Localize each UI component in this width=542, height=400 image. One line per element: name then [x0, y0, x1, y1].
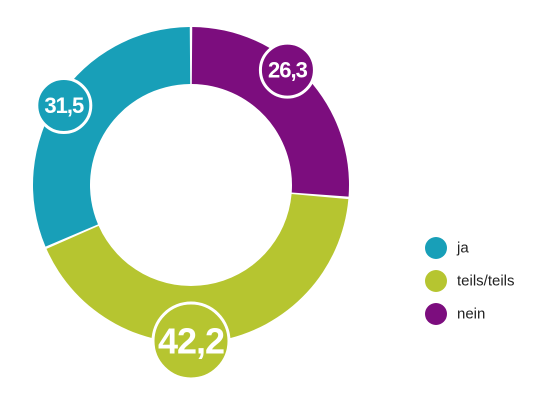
data-label: 26,3	[268, 58, 308, 83]
slice-ja	[32, 27, 191, 247]
value-badge	[151, 301, 231, 381]
legend: ja teils/teils nein	[425, 237, 515, 325]
slice-nein	[191, 27, 349, 197]
data-label: 42,2	[158, 321, 224, 362]
legend-swatch	[425, 237, 447, 259]
value-badge	[258, 41, 316, 99]
legend-label: nein	[457, 306, 485, 323]
slice-teils-teils	[46, 194, 349, 344]
legend-swatch	[425, 270, 447, 292]
data-label: 31,5	[44, 93, 84, 118]
value-badge	[35, 77, 93, 135]
data-labels: 31,5 42,2 26,3	[35, 41, 316, 381]
legend-swatch	[425, 303, 447, 325]
legend-label: teils/teils	[457, 273, 515, 290]
legend-label: ja	[456, 240, 469, 257]
